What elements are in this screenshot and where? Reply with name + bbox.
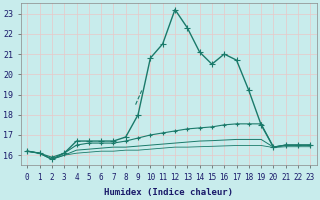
- X-axis label: Humidex (Indice chaleur): Humidex (Indice chaleur): [104, 188, 233, 197]
